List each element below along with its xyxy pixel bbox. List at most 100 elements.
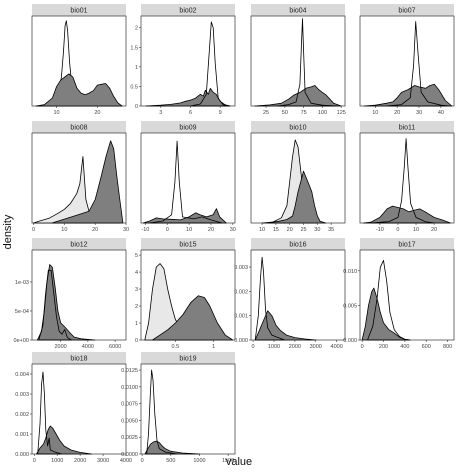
x-tick-label: 1000 [268,344,280,350]
facet-title: bio01 [70,8,87,15]
y-tick-label: 1.5 [130,45,138,51]
y-tick-label: 0.003 [234,265,248,271]
plot-area [140,132,236,224]
facet-title: bio08 [70,125,87,132]
density-curve-dark [35,73,123,107]
facet-title: bio04 [289,8,306,15]
y-tick-label: 0.002 [234,289,248,295]
x-tick-label: 0 [252,344,255,350]
y-tick-label: 4 [135,270,138,276]
facet-strip [251,4,345,16]
y-tick-label: 0.010 [343,269,357,275]
x-tick-label: 2000 [289,344,301,350]
x-tick-label: 6 [189,110,192,116]
panel-bio04: bio04 25 50 75 100 125 [250,4,346,116]
x-tick-label: 10 [61,227,67,233]
x-tick-label: -10 [376,227,384,233]
x-tick-label: 0 [32,227,35,233]
density-curve-spike [385,21,450,107]
y-tick-label: 2 [135,26,138,32]
x-tick-label: 125 [337,110,346,116]
x-tick-label: 0 [361,344,364,350]
facet-strip [141,238,235,250]
panel-bio01: bio01 10 20 [31,4,127,116]
x-tick-label: 0 [396,227,399,233]
x-tick-label: 10 [372,110,378,116]
density-curve-spike [38,269,72,341]
panel-bio17: bio17 0 200 400 600 800 0.000 0.005 0.010 [343,238,455,350]
y-tick-label: 0.001 [234,314,248,320]
facet-title: bio11 [399,125,416,132]
facet-strip [32,4,126,16]
panel-bio19: bio19 0 500 1000 1500 0.0000 0.0025 0.0050 0.007… [121,352,236,464]
density-curve-dark [267,170,326,224]
density-curve-dark [51,140,124,224]
x-tick-label: 1000 [51,458,63,464]
y-tick-label: 2 [135,304,138,310]
density-curve-dark [144,440,200,455]
plot-area [140,363,236,455]
density-curve-spike [254,256,285,341]
y-tick-label: 1 [135,65,138,71]
facet-strip [141,121,235,133]
y-tick-label: 0e+00 [14,338,29,344]
facet-title: bio18 [70,356,87,363]
facet-strip [251,238,345,250]
y-tick-label: 5e-04 [15,309,29,315]
y-tick-label: 1e-03 [15,280,29,286]
y-tick-label: 0.000 [234,338,248,344]
x-tick-label: 30 [230,227,236,233]
x-tick-label: 9 [219,110,222,116]
x-tick-label: 2000 [54,344,66,350]
x-tick-label: 2000 [74,458,86,464]
y-tick-label: 0.002 [15,412,29,418]
panel-bio02: bio02 3 6 9 0 0.5 1 1.5 2 [130,4,236,116]
density-curve-dark [364,83,453,107]
x-tick-label: 3000 [310,344,322,350]
x-tick-label: 3000 [97,458,109,464]
x-tick-label: 10 [413,227,419,233]
x-tick-label: 25 [300,227,306,233]
x-tick-label: 30 [416,110,422,116]
x-tick-label: 200 [379,344,388,350]
x-tick-label: 75 [301,110,307,116]
facet-title: bio17 [398,242,415,249]
y-tick-label: 0.0050 [121,418,138,424]
panel-bio10: bio10 10 15 20 25 30 35 [250,121,346,233]
x-tick-label: 100 [318,110,327,116]
panel-bio18: bio18 0 1000 2000 3000 4000 0.000 0.001 0.002 0.0… [15,352,132,464]
y-tick-label: 3 [135,287,138,293]
x-tick-label: 600 [422,344,431,350]
x-tick-label: 10 [53,110,59,116]
x-tick-label: 1 [212,344,215,350]
x-tick-label: 6000 [109,344,121,350]
x-tick-label: 500 [166,458,175,464]
density-curve-spike [149,140,223,224]
x-tick-label: 35 [328,227,334,233]
x-tick-label: 4000 [331,344,343,350]
x-tick-label: 1000 [193,458,205,464]
x-tick-label: 20 [92,227,98,233]
facet-strip [360,121,454,133]
y-tick-label: 0.001 [15,432,29,438]
x-tick-label: 20 [394,110,400,116]
y-tick-label: 0.0025 [121,435,138,441]
x-tick-label: 800 [443,344,452,350]
facet-title: bio10 [289,125,306,132]
facet-title: bio02 [179,8,196,15]
y-tick-label: 0.000 [343,338,357,344]
density-curve-dark [142,208,227,224]
x-tick-label: 20 [431,227,437,233]
y-tick-label: 0.004 [15,372,29,378]
density-curve-spike [190,21,231,107]
density-curve-spike [367,260,411,341]
x-tick-label: 10 [259,227,265,233]
density-curve-dark [254,85,342,107]
panel-bio15: bio15 0.5 1 0 1 2 3 4 5 [135,238,236,350]
facet-title: bio07 [398,8,415,15]
x-tick-label: 15 [273,227,279,233]
x-tick-label: 0 [141,458,144,464]
y-tick-label: 0.0125 [121,368,138,374]
facet-title: bio15 [179,242,196,249]
